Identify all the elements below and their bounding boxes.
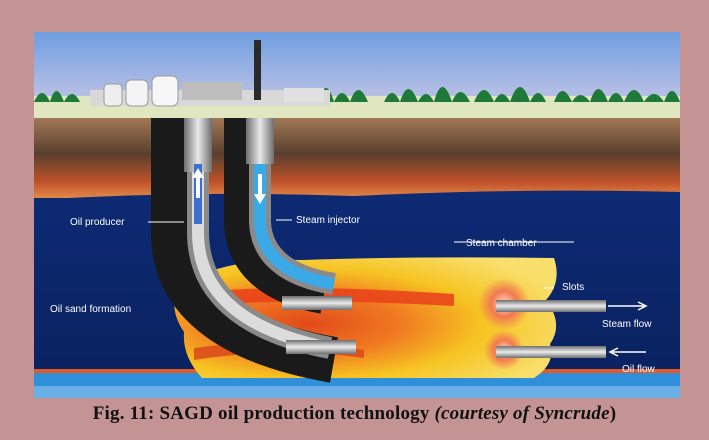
sagd-diagram: Oil producer Steam injector Steam chambe… <box>34 32 680 398</box>
steam-flow-arrow <box>608 301 648 311</box>
tree-line <box>34 87 680 102</box>
label-steam-injector: Steam injector <box>296 215 361 226</box>
label-steam-flow: Steam flow <box>602 319 652 330</box>
label-oil-flow: Oil flow <box>622 364 656 375</box>
label-oil-producer: Oil producer <box>70 217 125 228</box>
caption-close: ) <box>609 403 617 424</box>
upper-slot-pipe <box>496 300 606 312</box>
label-oil-sand-formation: Oil sand formation <box>50 304 131 315</box>
injector-wellhead <box>246 118 274 164</box>
label-steam-chamber: Steam chamber <box>466 238 537 249</box>
injector-casing <box>224 118 328 314</box>
lower-slot-pipe <box>496 346 606 358</box>
caption-prefix: Fig. 11: SAGD oil production technology <box>92 403 435 424</box>
producer-wellhead <box>184 118 212 172</box>
injector-horizontal <box>282 296 352 310</box>
processing-plant <box>90 40 330 107</box>
overburden-layer <box>34 118 680 198</box>
figure-caption: Fig. 11: SAGD oil production technology … <box>0 403 709 425</box>
label-slots: Slots <box>562 282 584 293</box>
oil-flow-arrow <box>608 347 646 357</box>
caption-courtesy: (courtesy of <box>434 403 535 424</box>
caption-company: Syncrude <box>534 403 610 424</box>
producer-horizontal <box>286 340 356 354</box>
